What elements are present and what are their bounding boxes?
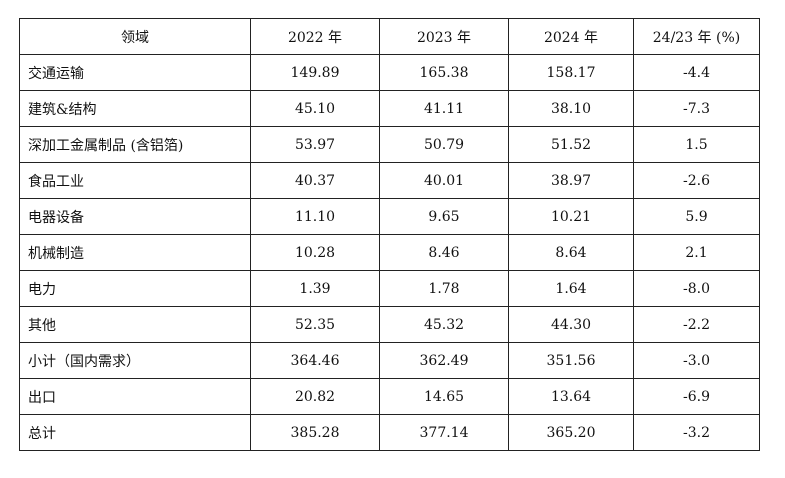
header-2023: 2023 年 [379, 18, 509, 55]
cell-2024: 38.10 [508, 90, 634, 127]
row-label: 交通运输 [19, 54, 251, 91]
row-label: 机械制造 [19, 234, 251, 271]
table-row: 建筑&结构 45.10 41.11 38.10 -7.3 [19, 90, 760, 127]
table-row: 电力 1.39 1.78 1.64 -8.0 [19, 270, 760, 307]
cell-2023: 165.38 [379, 54, 509, 91]
cell-2024: 8.64 [508, 234, 634, 271]
cell-2023: 14.65 [379, 378, 509, 415]
header-2024: 2024 年 [508, 18, 634, 55]
cell-change: 1.5 [633, 126, 760, 163]
cell-change: -2.2 [633, 306, 760, 343]
table-row: 食品工业 40.37 40.01 38.97 -2.6 [19, 162, 760, 199]
cell-2024: 1.64 [508, 270, 634, 307]
header-change: 24/23 年 (%) [633, 18, 760, 55]
cell-2022: 40.37 [250, 162, 380, 199]
data-table: 领域 2022 年 2023 年 2024 年 24/23 年 (%) 交通运输… [19, 18, 760, 451]
row-label: 食品工业 [19, 162, 251, 199]
cell-2024: 38.97 [508, 162, 634, 199]
cell-change: -3.0 [633, 342, 760, 379]
cell-2022: 45.10 [250, 90, 380, 127]
table-row: 出口 20.82 14.65 13.64 -6.9 [19, 378, 760, 415]
row-label: 小计（国内需求） [19, 342, 251, 379]
cell-2022: 11.10 [250, 198, 380, 235]
cell-2022: 149.89 [250, 54, 380, 91]
table-row: 交通运输 149.89 165.38 158.17 -4.4 [19, 54, 760, 91]
row-label: 出口 [19, 378, 251, 415]
cell-2023: 377.14 [379, 414, 509, 451]
cell-2024: 13.64 [508, 378, 634, 415]
cell-2024: 51.52 [508, 126, 634, 163]
row-label: 电器设备 [19, 198, 251, 235]
table-row: 电器设备 11.10 9.65 10.21 5.9 [19, 198, 760, 235]
cell-2023: 9.65 [379, 198, 509, 235]
cell-change: -4.4 [633, 54, 760, 91]
header-domain: 领域 [19, 18, 251, 55]
cell-2023: 1.78 [379, 270, 509, 307]
table-row: 其他 52.35 45.32 44.30 -2.2 [19, 306, 760, 343]
header-row: 领域 2022 年 2023 年 2024 年 24/23 年 (%) [19, 18, 760, 55]
row-label: 电力 [19, 270, 251, 307]
cell-2024: 351.56 [508, 342, 634, 379]
cell-2023: 50.79 [379, 126, 509, 163]
cell-2023: 40.01 [379, 162, 509, 199]
cell-change: -7.3 [633, 90, 760, 127]
cell-2023: 41.11 [379, 90, 509, 127]
cell-change: -6.9 [633, 378, 760, 415]
row-label: 深加工金属制品 (含铝箔) [19, 126, 251, 163]
cell-change: -2.6 [633, 162, 760, 199]
cell-2022: 53.97 [250, 126, 380, 163]
row-label: 总计 [19, 414, 251, 451]
cell-change: 2.1 [633, 234, 760, 271]
cell-2022: 1.39 [250, 270, 380, 307]
cell-2024: 158.17 [508, 54, 634, 91]
cell-change: 5.9 [633, 198, 760, 235]
cell-2022: 52.35 [250, 306, 380, 343]
cell-2022: 10.28 [250, 234, 380, 271]
table-row: 总计 385.28 377.14 365.20 -3.2 [19, 414, 760, 451]
cell-2023: 8.46 [379, 234, 509, 271]
cell-2022: 364.46 [250, 342, 380, 379]
table-row: 小计（国内需求） 364.46 362.49 351.56 -3.0 [19, 342, 760, 379]
cell-2023: 362.49 [379, 342, 509, 379]
row-label: 其他 [19, 306, 251, 343]
cell-2024: 365.20 [508, 414, 634, 451]
cell-change: -3.2 [633, 414, 760, 451]
cell-2023: 45.32 [379, 306, 509, 343]
cell-2022: 20.82 [250, 378, 380, 415]
table-row: 机械制造 10.28 8.46 8.64 2.1 [19, 234, 760, 271]
cell-2024: 44.30 [508, 306, 634, 343]
cell-2022: 385.28 [250, 414, 380, 451]
cell-2024: 10.21 [508, 198, 634, 235]
table-row: 深加工金属制品 (含铝箔) 53.97 50.79 51.52 1.5 [19, 126, 760, 163]
row-label: 建筑&结构 [19, 90, 251, 127]
header-2022: 2022 年 [250, 18, 380, 55]
cell-change: -8.0 [633, 270, 760, 307]
